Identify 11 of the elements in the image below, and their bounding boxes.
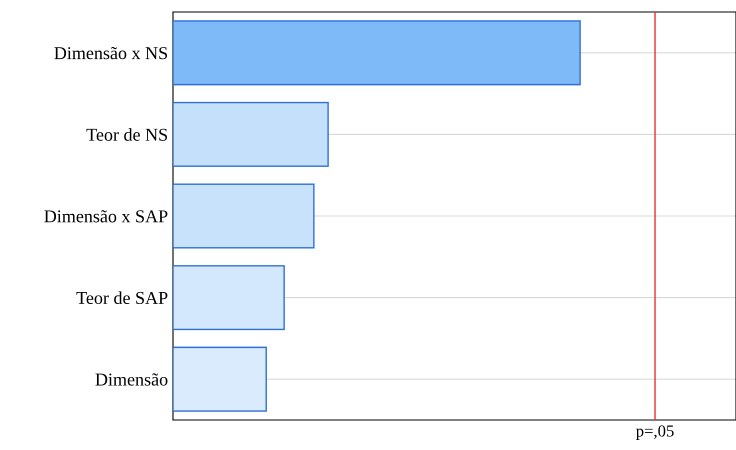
y-tick-label: Dimensão x NS: [54, 46, 168, 60]
bar: [173, 183, 315, 249]
y-tick-label: Dimensão x SAP: [44, 210, 168, 222]
bar: [173, 265, 285, 330]
bar: [173, 102, 329, 167]
y-tick-label: Teor de NS: [86, 128, 168, 141]
ref-line-label: p=,05: [636, 425, 674, 440]
bar: [173, 346, 267, 412]
bar: [173, 20, 581, 86]
y-tick-label: Dimensão: [95, 373, 168, 386]
y-tick-label: Teor de SAP: [76, 291, 168, 304]
